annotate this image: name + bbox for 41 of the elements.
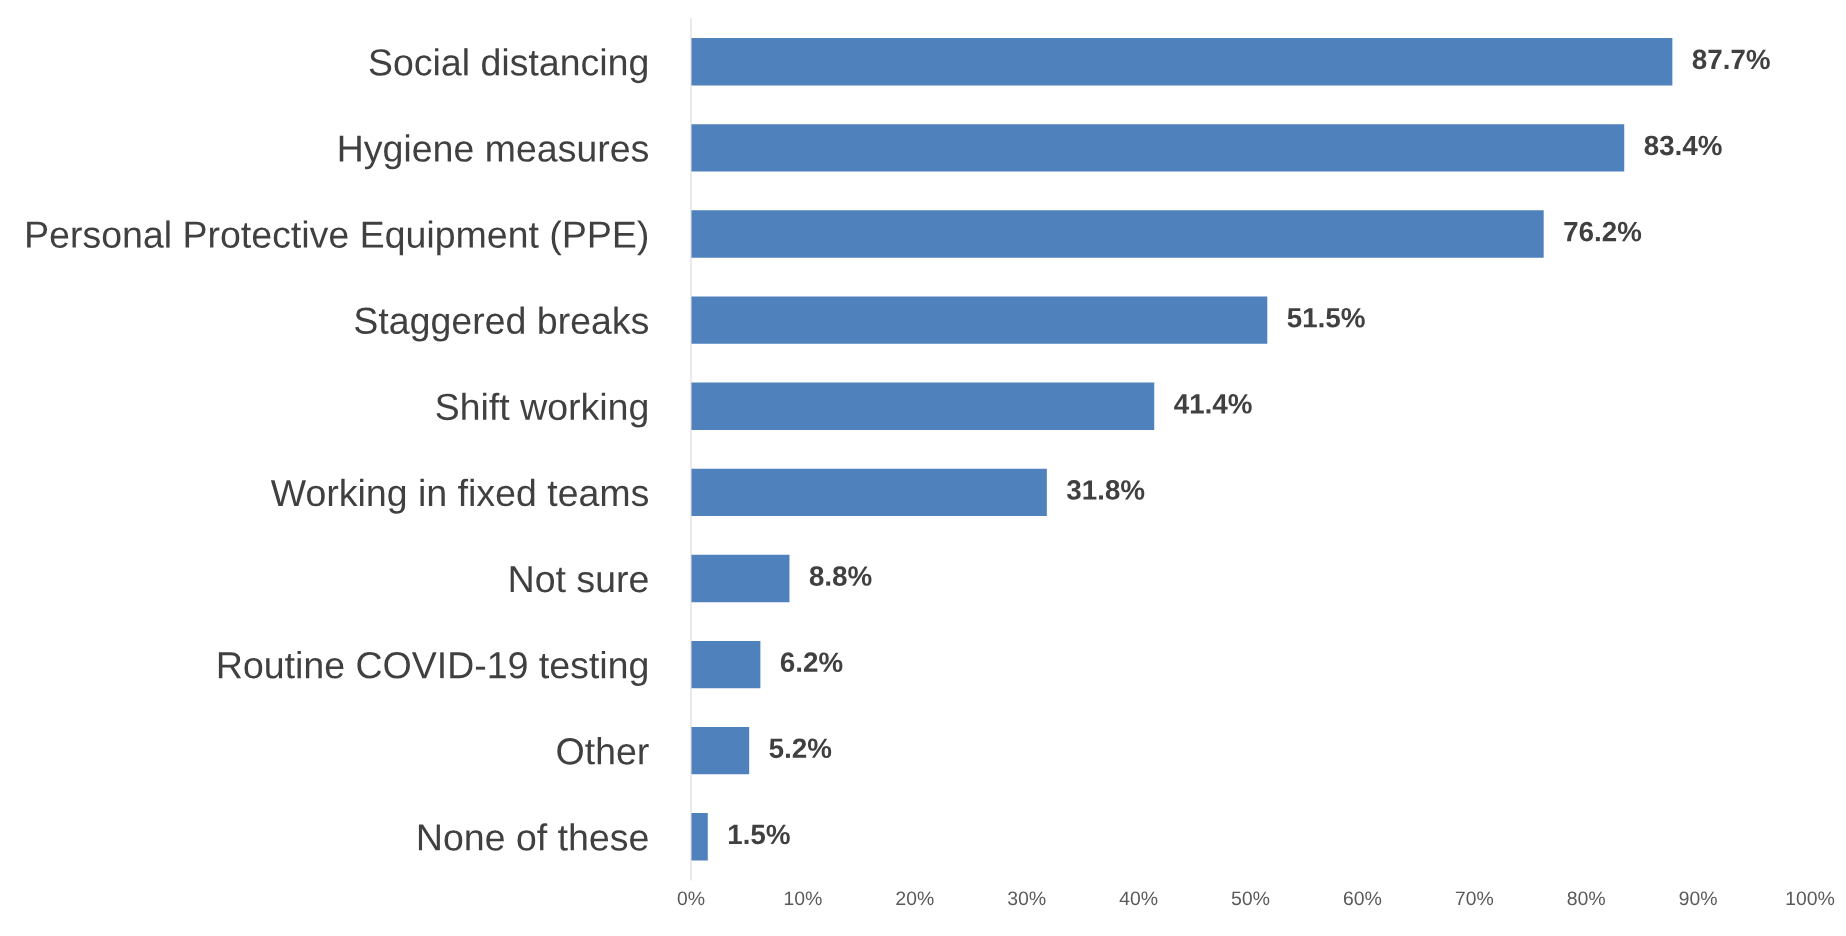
y-tick-label: Social distancing	[369, 48, 647, 84]
bar	[691, 468, 1047, 517]
x-tick-label: 10%	[784, 891, 822, 906]
y-tick-label: Not sure	[510, 566, 648, 593]
bar	[691, 296, 1268, 344]
x-tick-label: 30%	[1007, 891, 1046, 906]
y-tick-label: Other	[557, 737, 649, 765]
data-label: 1.5%	[728, 824, 790, 845]
x-tick-label: 80%	[1567, 891, 1605, 906]
bar	[691, 382, 1155, 430]
data-label: 5.2%	[769, 738, 832, 759]
data-label: 41.4%	[1174, 394, 1252, 414]
y-tick-label: Personal Protective Equipment (PPE)	[27, 220, 648, 256]
data-label: 76.2%	[1564, 221, 1642, 242]
y-tick-label: None of these	[418, 823, 648, 851]
bar	[691, 640, 761, 689]
bar	[691, 210, 1544, 258]
bar	[691, 813, 708, 861]
x-tick-label: 20%	[896, 891, 934, 906]
bar	[691, 726, 750, 775]
x-tick-label: 70%	[1455, 891, 1494, 906]
x-tick-label: 90%	[1679, 891, 1717, 906]
data-label: 8.8%	[809, 566, 872, 586]
data-label: 6.2%	[780, 652, 843, 673]
bar	[691, 554, 790, 603]
data-label: 83.4%	[1644, 135, 1722, 156]
y-tick-label: Shift working	[436, 392, 647, 428]
y-tick-label: Hygiene measures	[339, 134, 648, 170]
data-label: 31.8%	[1066, 480, 1145, 500]
bar	[691, 124, 1625, 172]
y-tick-label: Working in fixed teams	[270, 478, 648, 514]
y-tick-label: Routine COVID-19 testing	[218, 650, 647, 686]
x-tick-label: 60%	[1343, 891, 1382, 906]
x-tick-label: 0%	[677, 891, 705, 906]
bar	[691, 38, 1673, 86]
x-tick-label: 50%	[1231, 891, 1270, 906]
data-label: 51.5%	[1287, 307, 1365, 328]
y-tick-label: Staggered breaks	[355, 306, 648, 342]
x-tick-label: 40%	[1119, 891, 1158, 906]
x-tick-label: 100%	[1786, 891, 1835, 906]
data-label: 87.7%	[1692, 49, 1770, 70]
